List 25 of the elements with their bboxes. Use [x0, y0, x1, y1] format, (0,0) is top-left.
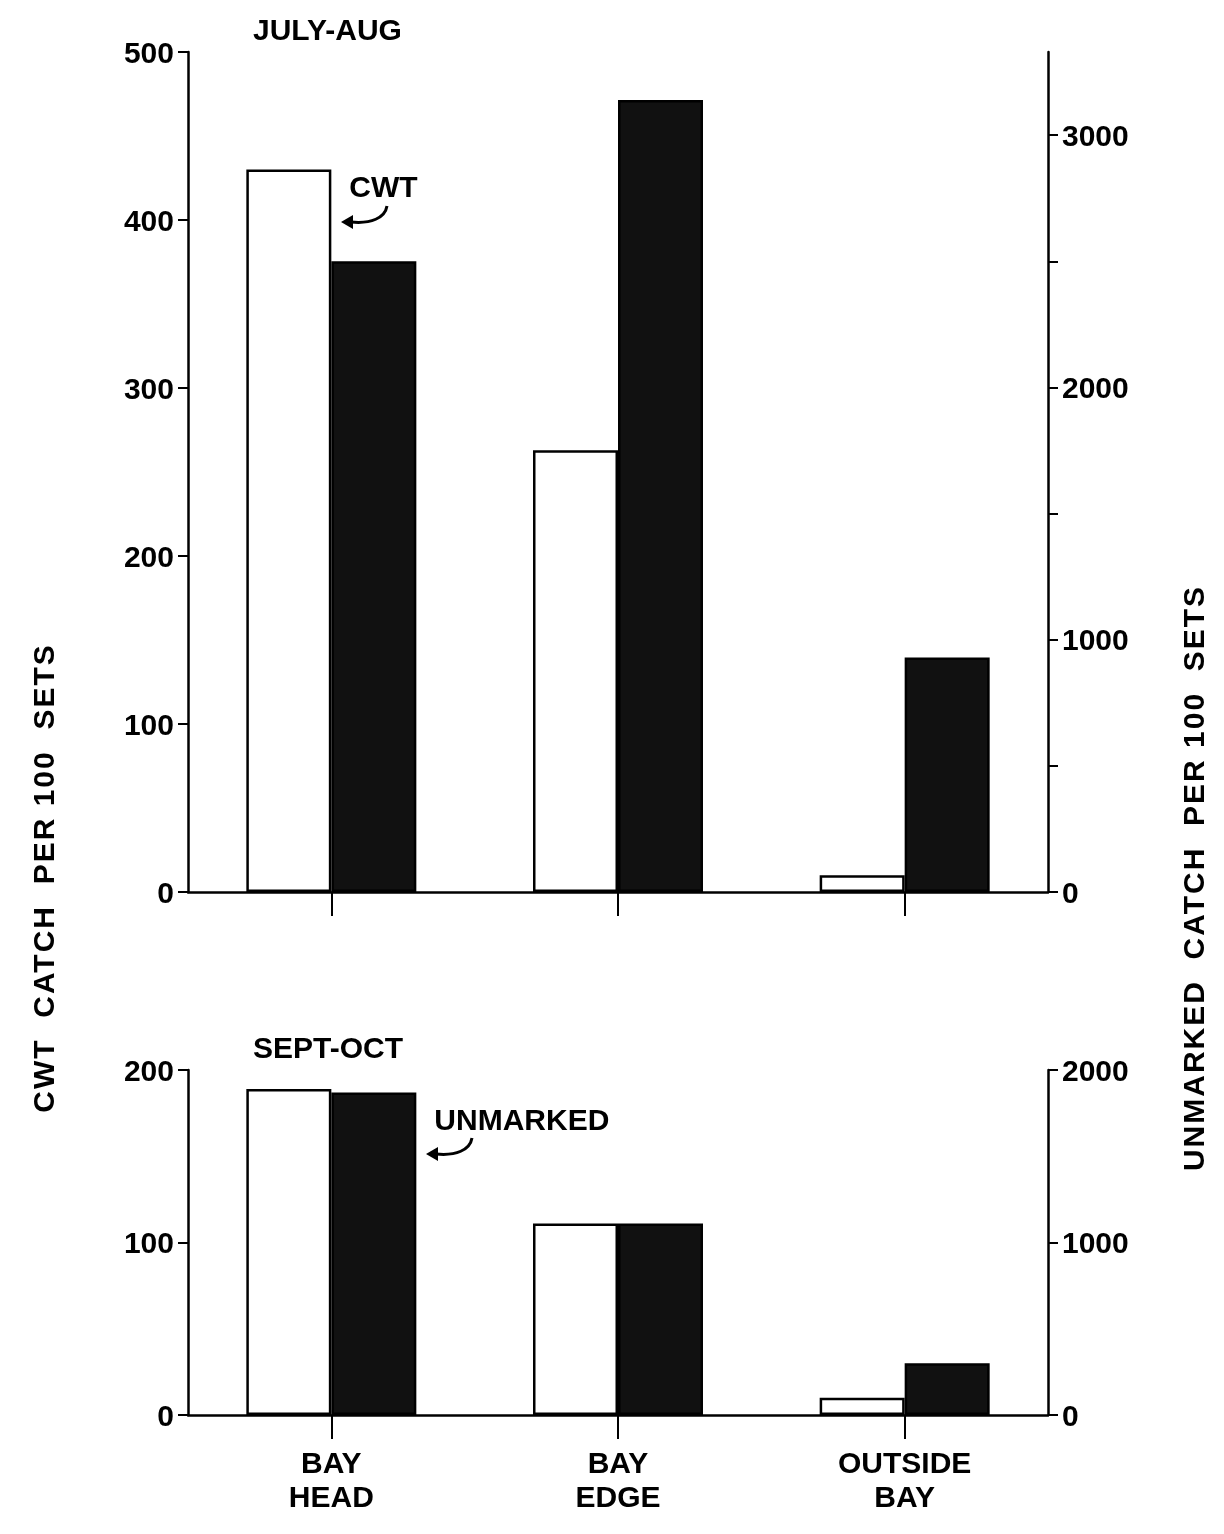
series-label: UNMARKED [434, 1102, 610, 1136]
series-label: CWT [349, 170, 418, 204]
y2-tick-label: 1000 [1062, 623, 1129, 657]
y2-tick-label: 0 [1062, 1398, 1079, 1432]
y2-tick-label: 2000 [1062, 371, 1129, 404]
y-tick-label: 200 [123, 539, 174, 573]
y-tick-label: 0 [157, 1398, 174, 1432]
y-tick-label: 100 [123, 1226, 174, 1259]
y-tick-label: 100 [123, 707, 174, 741]
y2-tick-label: 1000 [1062, 1226, 1129, 1259]
x-tick-label: BAY HEAD [288, 1445, 374, 1513]
y-axis-title: CWT CATCH PER 100 SETS [27, 643, 61, 1113]
y2-axis-title: UNMARKED CATCH PER 100 SETS [1177, 584, 1211, 1172]
y-tick-label: 300 [123, 371, 174, 405]
chart-title: SEPT-OCT [253, 1030, 404, 1064]
y-tick-label: 500 [123, 35, 174, 69]
y2-tick-label: 2000 [1062, 1053, 1129, 1087]
y2-tick-label: 0 [1062, 875, 1079, 909]
chart-title: JULY-AUG [253, 12, 402, 46]
y-tick-label: 0 [157, 875, 174, 909]
x-tick-label: OUTSIDE BAY [837, 1445, 972, 1513]
y-tick-label: 400 [123, 203, 174, 237]
y-tick-label: 200 [123, 1053, 174, 1087]
y2-tick-label: 3000 [1062, 118, 1129, 152]
x-tick-label: BAY EDGE [575, 1445, 661, 1513]
